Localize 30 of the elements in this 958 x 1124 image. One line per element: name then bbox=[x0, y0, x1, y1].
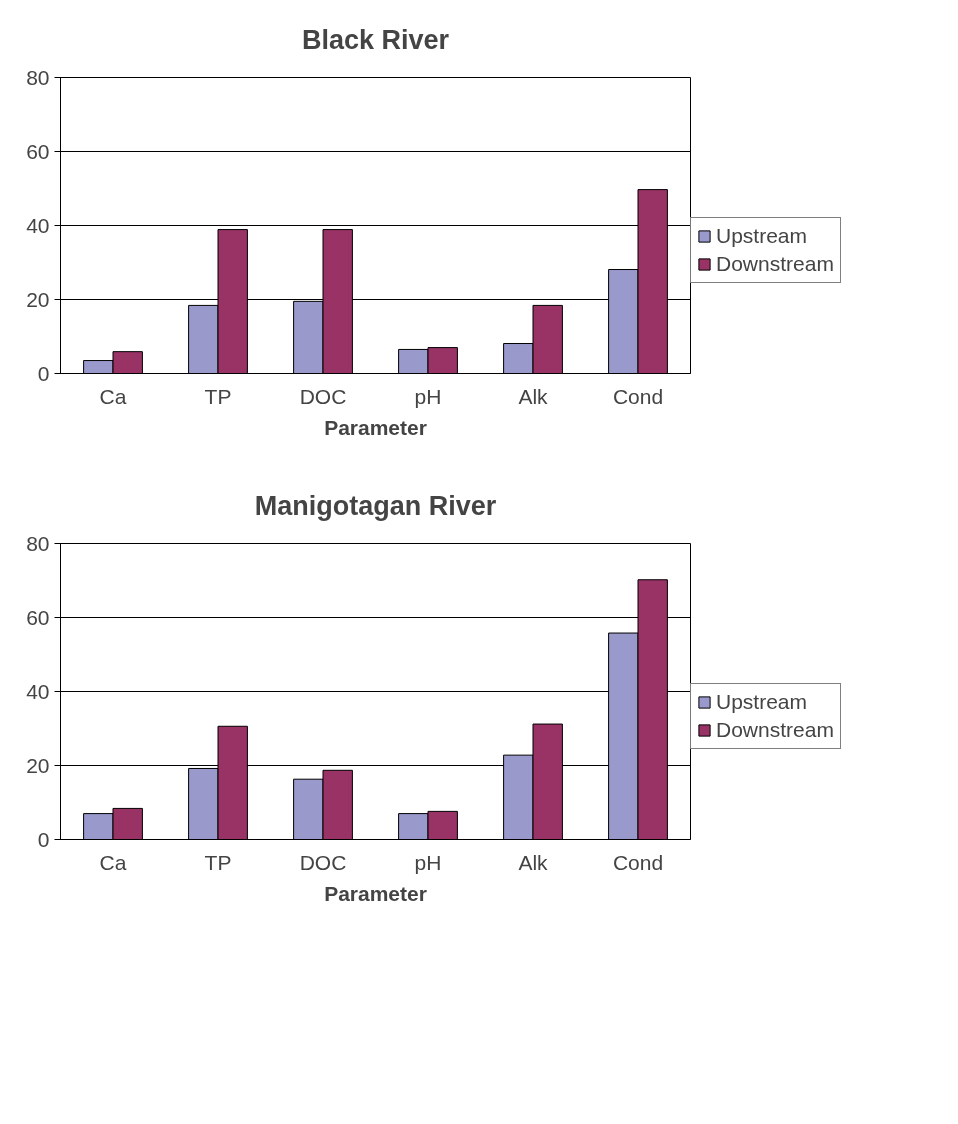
x-tick-label: Alk bbox=[518, 384, 549, 408]
legend-label: Upstream bbox=[716, 690, 808, 714]
legend-label: Downstream bbox=[716, 252, 834, 276]
y-tick-label: 0 bbox=[37, 827, 50, 851]
x-tick-label: TP bbox=[204, 384, 232, 408]
y-tick-label: 60 bbox=[26, 605, 50, 629]
x-tick-label: Cond bbox=[612, 384, 664, 408]
y-tick-label: 20 bbox=[26, 753, 50, 777]
y-tick-label: 80 bbox=[26, 531, 50, 555]
y-tick-label: 0 bbox=[37, 361, 50, 385]
x-tick-label: Ca bbox=[99, 384, 127, 408]
x-tick-label: pH bbox=[414, 850, 442, 874]
y-tick-label: 20 bbox=[26, 287, 50, 311]
legend-label: Upstream bbox=[716, 224, 808, 248]
x-tick-label: DOC bbox=[299, 850, 347, 874]
chart-title: Black River bbox=[301, 25, 450, 55]
x-tick-label: DOC bbox=[299, 384, 347, 408]
x-tick-label: TP bbox=[204, 850, 232, 874]
x-tick-label: Cond bbox=[612, 850, 664, 874]
chart-title: Manigotagan River bbox=[254, 491, 497, 521]
legend-label: Downstream bbox=[716, 718, 834, 742]
y-tick-label: 40 bbox=[26, 679, 50, 703]
x-tick-label: Ca bbox=[99, 850, 127, 874]
y-tick-label: 80 bbox=[26, 65, 50, 89]
x-tick-label: Alk bbox=[518, 850, 549, 874]
y-tick-label: 60 bbox=[26, 139, 50, 163]
x-axis-title: Parameter bbox=[324, 415, 427, 439]
y-tick-label: 40 bbox=[26, 213, 50, 237]
x-tick-label: pH bbox=[414, 384, 442, 408]
x-axis-title: Parameter bbox=[324, 881, 427, 905]
